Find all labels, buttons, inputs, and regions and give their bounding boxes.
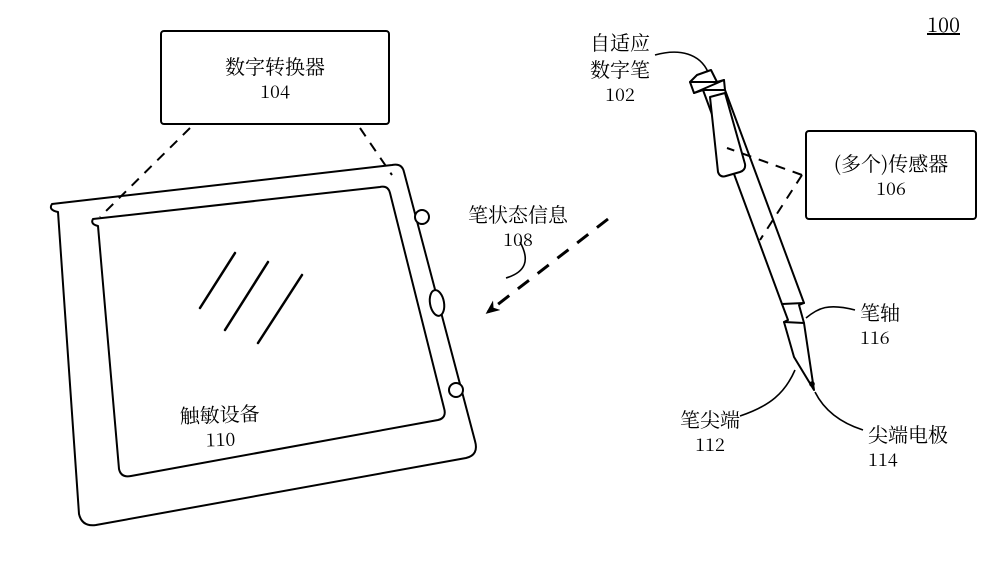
- figure-number: 100: [927, 10, 960, 37]
- figure-number-text: 100: [927, 9, 960, 38]
- tip-title: 笔尖端: [680, 405, 740, 432]
- sensor-box: (多个)传感器 106: [805, 130, 977, 220]
- shaft-num: 116: [860, 325, 900, 349]
- digitizer-title: 数字转换器: [225, 52, 325, 79]
- pen-num: 102: [590, 82, 650, 106]
- electrode-title: 尖端电极: [868, 420, 948, 447]
- tip-label: 笔尖端 112: [680, 405, 740, 456]
- figure-stage: 100 数字转换器 104 (多个)传感器 106 触敏设备 110 自适应 数…: [0, 0, 1000, 564]
- sensor-num: 106: [876, 176, 906, 200]
- device-label: 触敏设备 110: [149, 398, 291, 454]
- digitizer-num: 104: [260, 79, 290, 103]
- pen-title2: 数字笔: [590, 55, 650, 82]
- pen-info-title: 笔状态信息: [468, 200, 568, 227]
- tip-num: 112: [680, 432, 740, 456]
- figure-svg: [0, 0, 1000, 564]
- pen-title1: 自适应: [590, 28, 650, 55]
- pen-label: 自适应 数字笔 102: [590, 28, 650, 106]
- pen: [690, 70, 815, 390]
- electrode-label: 尖端电极 114: [868, 420, 948, 471]
- shaft-title: 笔轴: [860, 298, 900, 325]
- device-num: 110: [150, 425, 291, 454]
- sensor-title: (多个)传感器: [834, 149, 949, 176]
- shaft-label: 笔轴 116: [860, 298, 900, 349]
- pen-info-label: 笔状态信息 108: [468, 200, 568, 251]
- digitizer-box: 数字转换器 104: [160, 30, 390, 125]
- pen-info-num: 108: [468, 227, 568, 251]
- tablet-device: [51, 165, 476, 526]
- electrode-num: 114: [868, 447, 948, 471]
